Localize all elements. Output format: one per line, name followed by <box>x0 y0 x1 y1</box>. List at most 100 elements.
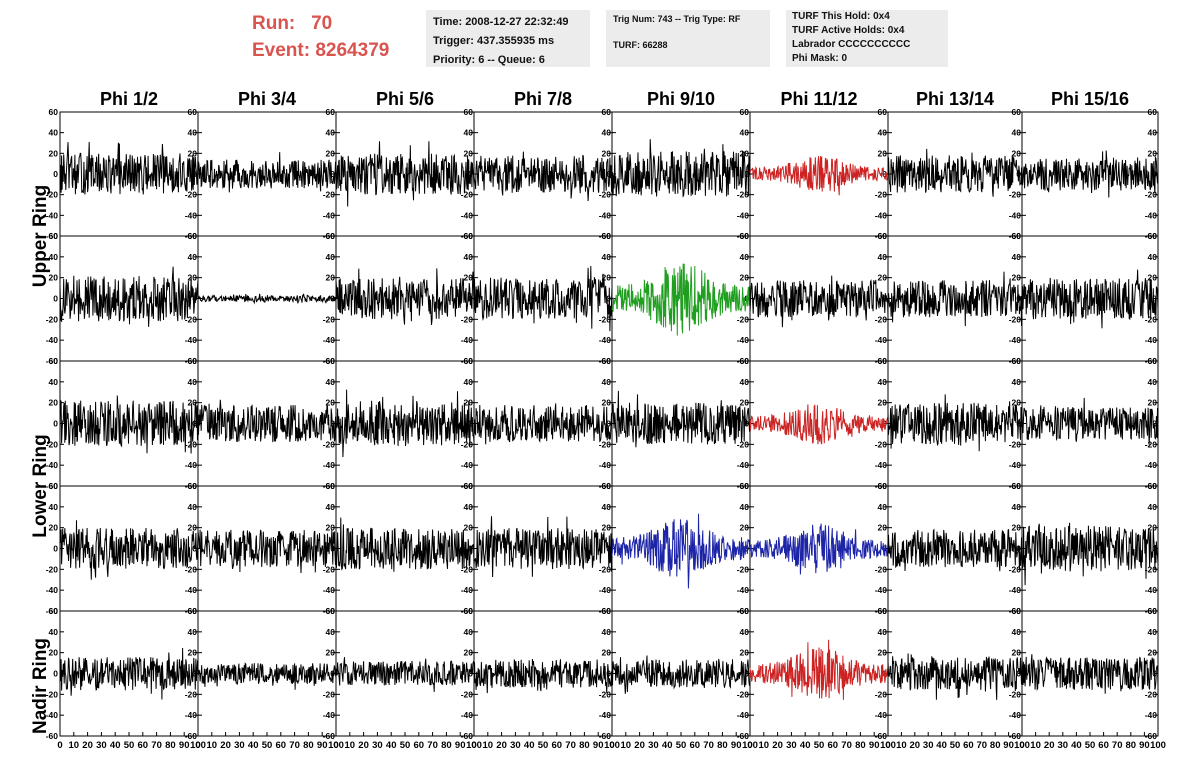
y-tick-label: 20 <box>878 148 888 158</box>
x-tick-label: 60 <box>690 740 701 751</box>
x-tick-label: 0 <box>333 740 338 751</box>
x-tick-label: 10 <box>621 740 632 751</box>
waveform-trace <box>611 513 751 589</box>
waveform-trace <box>611 263 751 336</box>
waveform-trace <box>887 271 1023 327</box>
x-tick-label: 50 <box>262 740 273 751</box>
x-tick-label: 60 <box>1098 740 1109 751</box>
y-tick-label: 20 <box>464 648 474 658</box>
y-tick-label: -40 <box>1145 460 1158 470</box>
x-tick-label: 40 <box>386 740 397 751</box>
waveform-trace <box>197 152 337 193</box>
run-label: Run: <box>252 13 296 34</box>
y-tick-label: -20 <box>1145 439 1158 449</box>
y-tick-label: 60 <box>878 356 888 366</box>
y-tick-label: 60 <box>188 356 198 366</box>
y-tick-label: -40 <box>323 585 336 595</box>
y-tick-label: 40 <box>602 128 612 138</box>
y-tick-label: -20 <box>1009 439 1022 449</box>
y-tick-label: 20 <box>602 273 612 283</box>
waveform-trace <box>59 520 199 580</box>
y-tick-label: 40 <box>1148 377 1158 387</box>
y-tick-label: 60 <box>188 107 198 117</box>
y-tick-label: -60 <box>46 231 59 241</box>
y-tick-label: 0 <box>744 669 749 679</box>
y-tick-label: 20 <box>1012 523 1022 533</box>
y-tick-label: 60 <box>49 481 59 491</box>
x-tick-label: 90 <box>1003 740 1014 751</box>
y-tick-label: 40 <box>602 252 612 262</box>
y-tick-label: -40 <box>875 710 888 720</box>
y-tick-label: -20 <box>1145 190 1158 200</box>
y-tick-label: -20 <box>46 689 59 699</box>
x-tick-label: 60 <box>414 740 425 751</box>
x-tick-label: 50 <box>538 740 549 751</box>
x-tick-label: 0 <box>195 740 200 751</box>
y-tick-label: -20 <box>599 190 612 200</box>
y-tick-label: 20 <box>49 648 59 658</box>
x-tick-label: 40 <box>662 740 673 751</box>
y-tick-label: 40 <box>326 252 336 262</box>
y-tick-label: 20 <box>326 523 336 533</box>
x-tick-label: 100 <box>604 740 620 751</box>
y-tick-label: 20 <box>602 398 612 408</box>
y-tick-label: 60 <box>1012 481 1022 491</box>
y-tick-label: 20 <box>1148 148 1158 158</box>
y-tick-label: 20 <box>326 648 336 658</box>
x-tick-label: 40 <box>110 740 121 751</box>
x-tick-label: 0 <box>885 740 890 751</box>
y-tick-label: 60 <box>188 481 198 491</box>
y-tick-label: 40 <box>188 252 198 262</box>
y-tick-label: -20 <box>875 190 888 200</box>
y-tick-label: -20 <box>599 439 612 449</box>
y-tick-label: 60 <box>740 606 750 616</box>
waveform-trace <box>1021 397 1159 445</box>
x-tick-label: 10 <box>345 740 356 751</box>
x-tick-label: 80 <box>303 740 314 751</box>
x-tick-label: 30 <box>510 740 521 751</box>
y-tick-label: 60 <box>1012 231 1022 241</box>
y-tick-label: 40 <box>49 252 59 262</box>
y-tick-label: 0 <box>53 669 58 679</box>
y-tick-label: 40 <box>464 377 474 387</box>
y-tick-label: 40 <box>1012 377 1022 387</box>
x-tick-label: 70 <box>151 740 162 751</box>
y-tick-label: 40 <box>878 627 888 637</box>
y-tick-label: -40 <box>737 710 750 720</box>
y-tick-label: 60 <box>602 231 612 241</box>
y-tick-label: 40 <box>188 377 198 387</box>
y-tick-label: 40 <box>1148 128 1158 138</box>
y-tick-label: 0 <box>53 294 58 304</box>
y-tick-label: -20 <box>461 190 474 200</box>
y-tick-label: 40 <box>1148 627 1158 637</box>
y-tick-label: 20 <box>1012 273 1022 283</box>
y-tick-label: -20 <box>323 439 336 449</box>
y-tick-label: 60 <box>740 107 750 117</box>
x-tick-label: 10 <box>207 740 218 751</box>
x-tick-label: 50 <box>124 740 135 751</box>
waveform-trace <box>1021 654 1159 694</box>
y-tick-label: 60 <box>740 356 750 366</box>
x-tick-label: 60 <box>828 740 839 751</box>
y-tick-label: 20 <box>464 148 474 158</box>
ring-label: Nadir Ring <box>30 638 51 734</box>
trig-info-box: Trig Num: 743 -- Trig Type: RF TURF: 662… <box>606 10 770 67</box>
y-tick-label: -20 <box>1009 190 1022 200</box>
waveform-trace <box>749 156 889 196</box>
y-tick-label: -40 <box>461 710 474 720</box>
y-tick-label: -40 <box>599 335 612 345</box>
y-tick-label: -20 <box>46 190 59 200</box>
x-tick-label: 100 <box>328 740 344 751</box>
y-tick-label: 20 <box>1012 148 1022 158</box>
y-tick-label: 20 <box>188 273 198 283</box>
y-tick-label: -20 <box>185 689 198 699</box>
x-tick-label: 80 <box>717 740 728 751</box>
y-tick-label: 60 <box>49 107 59 117</box>
y-tick-label: -20 <box>737 314 750 324</box>
y-tick-label: 60 <box>740 231 750 241</box>
x-tick-label: 50 <box>814 740 825 751</box>
y-tick-label: -40 <box>875 210 888 220</box>
y-tick-label: -20 <box>1145 564 1158 574</box>
y-tick-label: 60 <box>1148 107 1158 117</box>
y-tick-label: -20 <box>737 439 750 449</box>
